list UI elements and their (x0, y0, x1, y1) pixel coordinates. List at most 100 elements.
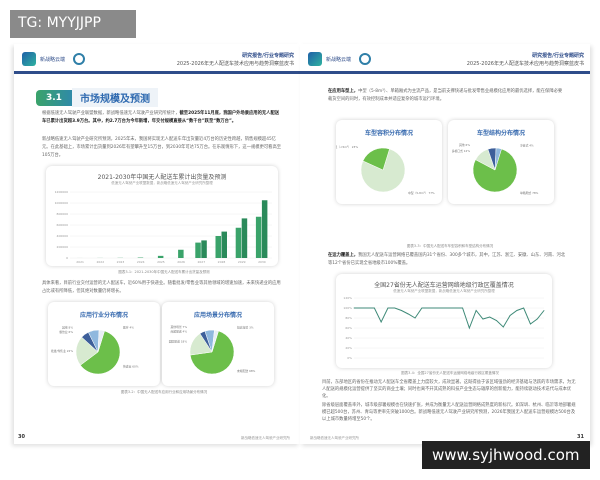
paragraph: 新战略低速无人驾驶产业研究所预测，2025年末，我国将实现无人配送车年出货量近4… (42, 137, 282, 158)
pie-chart: 短途接驳 3% 末端配送 68% 其他场景 7%商超配送 4% 园区配送 18% (169, 325, 256, 375)
paragraph: 除省级层面覆盖率外，城市级部署规模也在快速扩张，并成为衡量无人配送运营网络成熟度… (322, 403, 576, 422)
data-point (373, 307, 375, 309)
figure-caption: 图表3-3：中国无人配送车车型容积和车型结构分布情况 (406, 244, 494, 248)
paragraph: 目前，东部地区的省份在推动无人配送车全省覆盖上力度较大，成效显著。这既得益于该区… (322, 380, 576, 399)
line-chart-card: 全国27省份无人配送车运营网络地级行政区覆盖情况 低速无人驾驶产业联盟数据，新战… (336, 274, 552, 368)
data-point (448, 307, 450, 309)
bar-chart: 0 200000 400000 600000 800000 1000000 1200000 2… (55, 190, 272, 264)
data-point (475, 310, 477, 311)
data-point (360, 307, 362, 309)
x-tick-label: 2025 (157, 260, 165, 264)
figure-caption: 图表3-4：全国27省份无人配送车运营网络地级行政区覆盖情况 (401, 371, 499, 375)
slice-label: 其他场景 7% (170, 325, 187, 329)
pie-card-structure: 车型结构分布情况 冷链式 4% 单箱厢式 78% 其他 6% 多格口式 12% (448, 120, 554, 204)
slice-label: 其他 6% (459, 143, 470, 147)
y-tick-label: 400000 (57, 234, 69, 238)
x-tick-label: 2029 (238, 260, 246, 264)
data-point (496, 320, 497, 321)
data-point (380, 321, 382, 323)
pie-slice (97, 329, 105, 353)
pie-card-scene: 应用场景分布情况 短途接驳 3% 末端配送 68% 其他场景 7% 商超配送 4% 园区配… (162, 302, 274, 386)
pie-slice (494, 147, 502, 171)
page-number: 31 (577, 434, 584, 440)
data-point (530, 323, 531, 325)
pie-slice (472, 148, 518, 193)
data-point (421, 307, 423, 309)
bar (255, 216, 262, 258)
pie-chart: 中型（5-8m³） 77% 小型（<5m³） 23% (332, 145, 435, 195)
y-tick-label: 20% (345, 346, 352, 350)
pie-chart: 冷链式 4% 单箱厢式 78% 其他 6% 多格口式 12% (452, 143, 539, 195)
y-tick-label: 0% (347, 356, 352, 360)
x-tick-label: 2023 (117, 260, 125, 264)
slice-label: 餐饮业 6% (59, 330, 73, 334)
paragraph: 根据低速无人驾驶产业联盟数据，新战略低速无人驾驶产业研究所统计，截至2025年1… (42, 111, 280, 124)
x-tick-label: 2027 (197, 260, 205, 264)
bar (178, 249, 184, 258)
data-point (394, 307, 396, 309)
data-point (462, 307, 463, 309)
x-tick-label: 2021 (76, 260, 84, 264)
logo: 新战略云端 (308, 52, 372, 66)
slice-label: 多格口式 12% (452, 149, 471, 153)
bar (235, 227, 242, 258)
bar (221, 231, 227, 258)
slice-label: 小型（<5m³） 23% (336, 145, 358, 149)
section-heading: 3.1 市场规模及预测 (36, 88, 158, 107)
paragraph: 具体来看，目前行业交付运营的无人配送车，近60%用于快递业。随着批发/零售业等其… (42, 281, 281, 294)
pie-slice (211, 329, 219, 353)
slice-label: 中型（5-8m³） 77% (408, 191, 435, 195)
data-point (414, 317, 416, 319)
slice-label: 短途接驳 3% (237, 326, 254, 330)
bar (195, 242, 201, 258)
slice-label: 末端配送 68% (237, 369, 256, 373)
pie-slice (362, 147, 390, 171)
y-tick-label: 0 (66, 256, 68, 260)
y-tick-label: 600000 (57, 223, 69, 227)
x-tick-label: 2028 (218, 260, 226, 264)
y-tick-label: 80% (345, 316, 352, 320)
y-tick-label: 1200000 (55, 190, 68, 194)
x-tick-label: 2026 (177, 260, 185, 264)
data-point (509, 315, 511, 316)
y-tick-label: 40% (345, 336, 352, 340)
slice-label: 商超配送 4% (170, 330, 187, 334)
header-category: 研究报告/行业专题研究 (242, 53, 294, 59)
line-chart: 0% 20% 40% 60% 80% 100% 120% (343, 296, 545, 360)
pie-card-industry: 应用行业分布情况 医疗 4% 快递业 60% 其他 8% 餐饮业 6% 批发/零售业 22… (48, 302, 160, 386)
watermark-overlay: www.syjhwood.com (422, 441, 590, 469)
bar (201, 240, 207, 258)
y-tick-label: 1000000 (55, 201, 68, 205)
slice-label: 批发/零售业 22% (51, 349, 73, 353)
x-tick-label: 2030 (258, 260, 266, 264)
page-header: 新战略云端 研究报告/行业专题研究 2025-2026年无人配送车技术应用与趋势洞… (14, 44, 300, 74)
bar (215, 236, 221, 258)
pie-slice (80, 330, 121, 375)
logo: 新战略云端 (22, 52, 86, 66)
footer-text: 新战略低速无人驾驶产业研究所 (241, 436, 290, 440)
slice-label: 其他 8% (62, 326, 73, 330)
y-tick-label: 120% (343, 296, 352, 300)
data-point (353, 307, 355, 309)
data-point (367, 307, 368, 309)
pie-slice (189, 330, 235, 375)
slice-label: 冷链式 4% (520, 143, 534, 147)
data-point (407, 313, 409, 315)
figure-caption: 图表3-1：2021-2030年中国无人配送车累计出货量及预测 (118, 270, 210, 274)
page-number: 30 (18, 434, 25, 440)
data-point (523, 307, 525, 309)
slice-label: 园区配送 18% (169, 340, 188, 344)
data-point (536, 318, 538, 320)
y-tick-label: 200000 (57, 245, 69, 249)
right-page: 新战略云端 研究报告/行业专题研究 2025-2026年无人配送车技术应用与趋势洞… (300, 44, 590, 444)
footer-text: 新战略低速无人驾驶产业研究所 (310, 436, 359, 440)
data-point (468, 327, 470, 329)
data-point (482, 318, 484, 320)
data-point (428, 307, 430, 309)
bar (261, 200, 268, 258)
data-point (401, 310, 402, 311)
data-point (543, 310, 545, 311)
data-point (435, 307, 436, 309)
slice-label: 医疗 4% (123, 325, 134, 329)
header-subtitle: 2025-2026年无人配送车技术应用与趋势洞察蓝皮书 (176, 61, 294, 67)
